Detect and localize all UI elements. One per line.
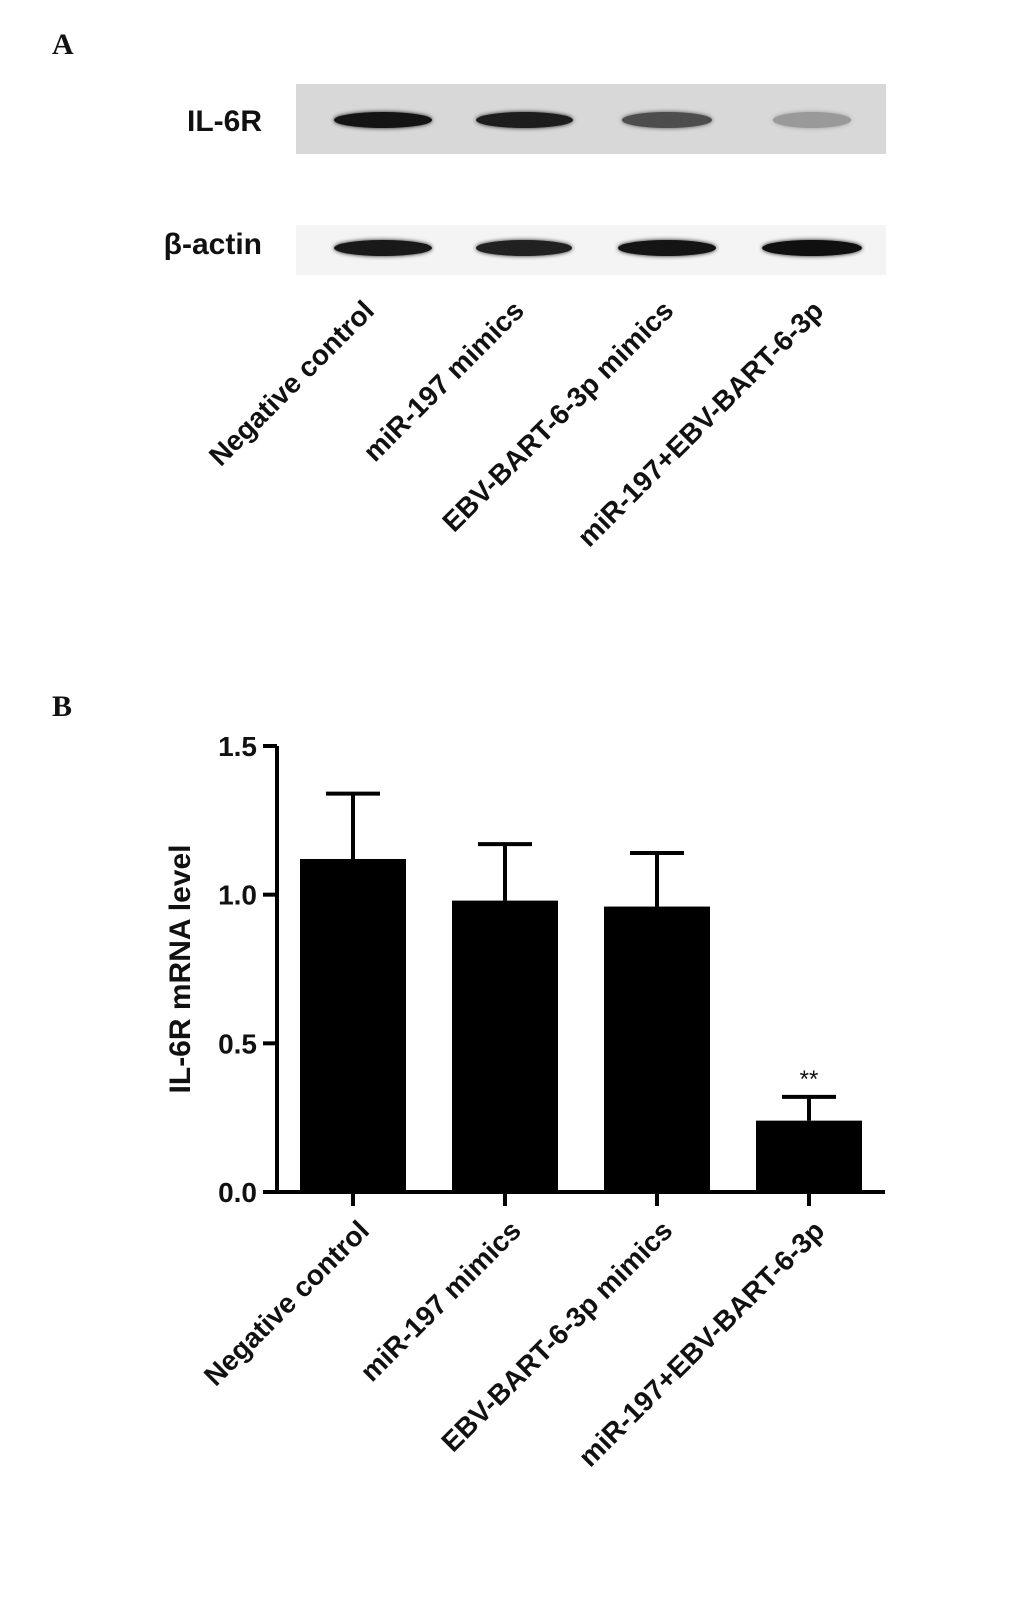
- blot-band: [333, 112, 433, 128]
- y-tick-label: 1.0: [218, 880, 257, 911]
- y-tick-label: 0.5: [218, 1028, 257, 1059]
- blot-label-beta-actin: β-actin: [163, 228, 262, 261]
- blot-band: [475, 112, 573, 128]
- significance-marker: **: [800, 1066, 819, 1093]
- blot-band: [622, 112, 712, 128]
- bar: [604, 906, 710, 1192]
- blot-band: [773, 112, 851, 128]
- blot-label-il6r: IL-6R: [187, 105, 262, 138]
- lane-label-mir197-mimics: miR-197 mimics: [356, 294, 530, 468]
- lane-label-negative-control: Negative control: [202, 294, 380, 472]
- blot-band: [475, 240, 573, 256]
- bar: [756, 1120, 862, 1192]
- x-tick-label-negative-control: Negative control: [197, 1214, 375, 1392]
- bar: [452, 900, 558, 1192]
- panel-a-letter: A: [52, 28, 74, 61]
- blot-band: [334, 240, 432, 256]
- panel-b-letter: B: [52, 690, 73, 723]
- y-tick-label: 0.0: [218, 1177, 257, 1208]
- y-axis-label: IL-6R mRNA level: [164, 845, 197, 1094]
- y-tick-label: 1.5: [218, 731, 257, 762]
- blot-band: [762, 240, 862, 256]
- bar: [300, 858, 406, 1192]
- blot-band: [617, 240, 717, 256]
- x-tick-label-mir197-mimics: miR-197 mimics: [353, 1214, 527, 1388]
- lane-label-combo: miR-197+EBV-BART-6-3p: [571, 294, 830, 553]
- x-tick-label-combo: miR-197+EBV-BART-6-3p: [572, 1214, 831, 1473]
